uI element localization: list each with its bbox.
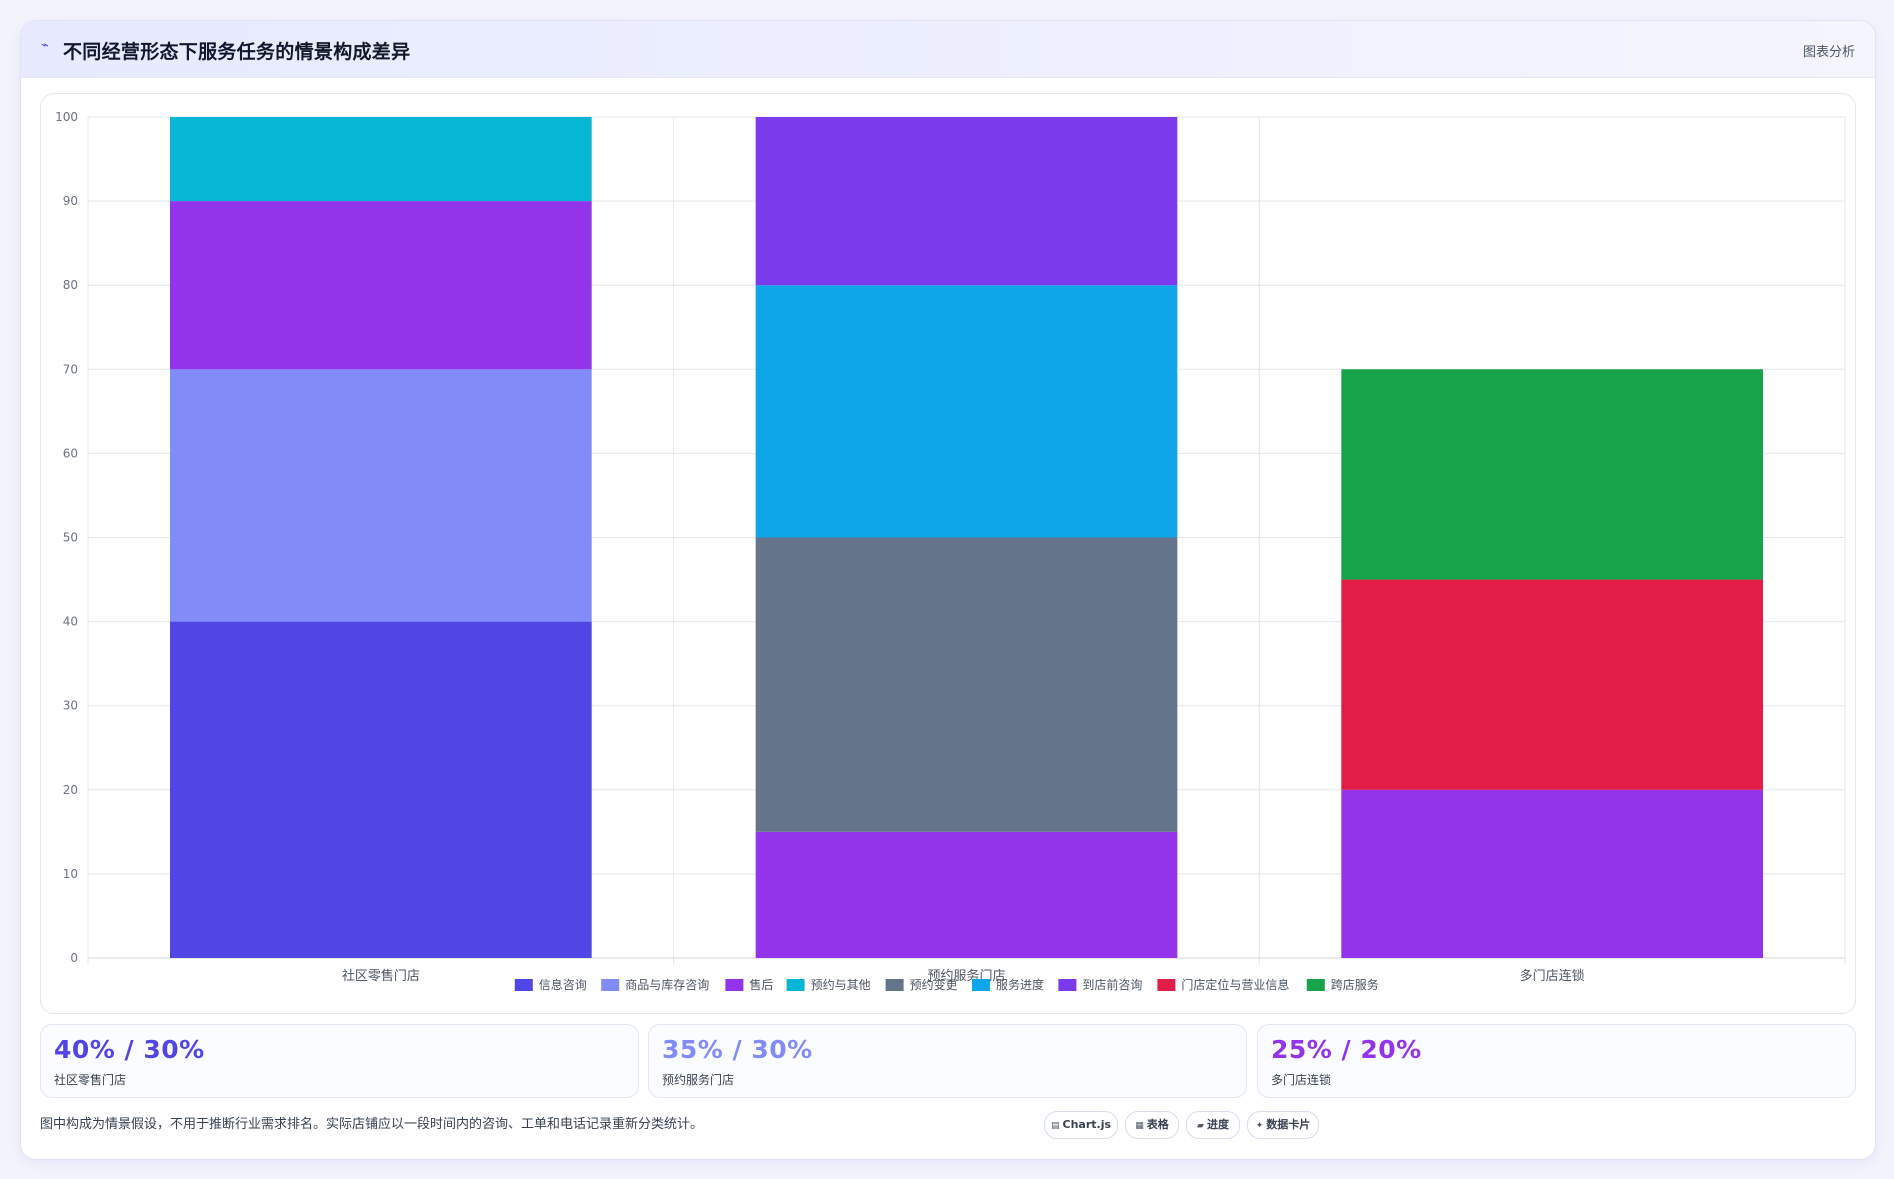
y-tick-label: 80 xyxy=(63,278,78,292)
y-tick-label: 60 xyxy=(63,446,78,460)
bar-segment xyxy=(755,537,1178,832)
y-tick-label: 30 xyxy=(63,699,78,713)
card-header: ⌁ 不同经营形态下服务任务的情景构成差异 图表分析 xyxy=(21,21,1875,78)
x-tick-label: 社区零售门店 xyxy=(342,968,420,984)
stat-card-community: 40% / 30% 社区零售门店 xyxy=(40,1024,639,1098)
legend-swatch xyxy=(725,979,744,991)
progress-icon: ▰ xyxy=(1197,1121,1204,1131)
legend-label: 服务进度 xyxy=(996,977,1044,992)
legend-swatch xyxy=(1058,979,1077,991)
legend-swatch xyxy=(514,979,533,991)
y-tick-label: 70 xyxy=(63,362,78,376)
table-label: 表格 xyxy=(1146,1118,1169,1131)
legend-swatch xyxy=(786,979,805,991)
legend-swatch xyxy=(601,979,620,991)
data-card-label: 数据卡片 xyxy=(1266,1118,1311,1131)
legend-label: 信息咨询 xyxy=(539,977,587,992)
stat-card-chain: 25% / 20% 多门店连锁 xyxy=(1257,1024,1856,1098)
y-tick-label: 0 xyxy=(70,951,78,965)
stat-label: 社区零售门店 xyxy=(54,1073,127,1087)
stat-label: 预约服务门店 xyxy=(662,1073,735,1087)
legend-swatch xyxy=(1157,979,1176,991)
legend-swatch xyxy=(972,979,990,991)
y-tick-label: 20 xyxy=(63,783,78,797)
legend-label: 到店前咨询 xyxy=(1082,977,1142,992)
stat-value: 25% / 20% xyxy=(1271,1035,1422,1064)
bar-segment xyxy=(169,117,592,202)
bar-segment xyxy=(755,285,1178,538)
progress-label: 进度 xyxy=(1206,1118,1229,1131)
chart-panel: 0 10 20 30 40 50 60 70 80 90 100 社区零售门店 预约服务门店 多门店连锁信… xyxy=(40,93,1856,1014)
x-tick-label: 多门店连锁 xyxy=(1520,968,1585,984)
chart-icon: ▤ xyxy=(1050,1121,1060,1131)
legend-label: 预约变更 xyxy=(910,977,958,992)
bar-segment xyxy=(755,831,1178,958)
footnote: 图中构成为情景假设，不用于推断行业需求排名。实际店铺应以一段时间内的咨询、工单和… xyxy=(40,1117,704,1132)
legend-swatch xyxy=(1306,979,1325,991)
legend-swatch xyxy=(885,979,904,991)
data-card-button[interactable]: ✦ 数据卡片 xyxy=(1247,1111,1319,1139)
stat-value: 35% / 30% xyxy=(662,1035,813,1064)
bar-segment xyxy=(169,369,592,622)
progress-button[interactable]: ▰ 进度 xyxy=(1186,1111,1240,1139)
chart-analysis-button[interactable]: 图表分析 xyxy=(1802,45,1855,60)
bar-segment xyxy=(1341,579,1764,790)
bar-segment xyxy=(169,621,592,958)
y-tick-label: 50 xyxy=(63,531,78,545)
legend-label: 跨店服务 xyxy=(1331,977,1379,992)
bar-segment xyxy=(755,117,1178,286)
bar-segment xyxy=(1341,789,1764,958)
chartjs-label: Chart.js xyxy=(1062,1118,1112,1131)
stat-card-appointment: 35% / 30% 预约服务门店 xyxy=(648,1024,1247,1098)
table-button[interactable]: ▦ 表格 xyxy=(1125,1111,1179,1139)
chartjs-button[interactable]: ▤ Chart.js xyxy=(1044,1111,1118,1139)
bar-segment xyxy=(169,201,592,370)
stat-label: 多门店连锁 xyxy=(1271,1073,1332,1087)
card-icon: ✦ xyxy=(1255,1121,1264,1131)
table-icon: ▦ xyxy=(1135,1121,1144,1131)
chart-card: ⌁ 不同经营形态下服务任务的情景构成差异 图表分析 0 10 20 30 40 50 60 7… xyxy=(20,20,1876,1160)
y-tick-label: 40 xyxy=(63,615,78,629)
legend-label: 预约与其他 xyxy=(811,977,871,992)
legend-label: 售后 xyxy=(749,977,773,992)
trend-icon: ⌁ xyxy=(41,38,49,53)
stat-value: 40% / 30% xyxy=(54,1035,205,1064)
y-tick-label: 10 xyxy=(63,867,78,881)
bar-segment xyxy=(1341,369,1764,580)
y-tick-label: 100 xyxy=(55,110,78,124)
page-title: 不同经营形态下服务任务的情景构成差异 xyxy=(63,41,411,63)
y-tick-label: 90 xyxy=(63,194,78,208)
legend-label: 门店定位与营业信息 xyxy=(1181,977,1289,992)
legend-label: 商品与库存咨询 xyxy=(625,977,709,992)
